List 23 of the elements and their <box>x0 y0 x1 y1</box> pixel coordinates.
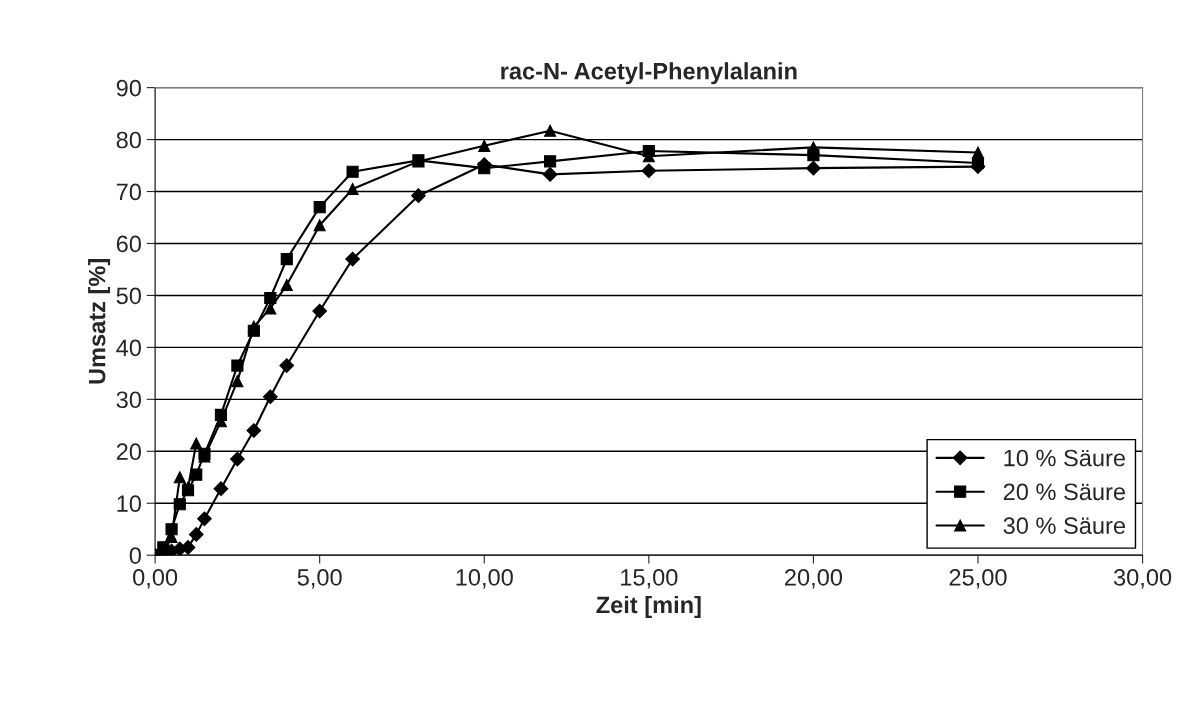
x-axis-title: Zeit [min] <box>596 595 701 618</box>
legend-label: 10 % Säure <box>1004 449 1125 467</box>
y-tick-label: 10 <box>117 495 141 513</box>
y-tick-label: 70 <box>116 183 141 201</box>
y-tick-label: 40 <box>116 339 141 357</box>
x-tick-label: 10,00 <box>456 569 513 589</box>
x-tick-label: 25,00 <box>949 569 1007 589</box>
y-tick-label: 60 <box>116 235 141 253</box>
y-tick-label: 20 <box>116 443 141 461</box>
x-tick-label: 5,00 <box>297 569 342 589</box>
x-tick-label: 30,00 <box>1113 569 1172 589</box>
chart-title: rac-N- Acetyl-Phenylalanin <box>501 62 797 85</box>
y-tick-label: 90 <box>116 79 141 97</box>
y-tick-label: 80 <box>116 131 141 149</box>
legend-label: 20 % Säure <box>1003 483 1125 501</box>
y-tick-label: 0 <box>129 547 141 564</box>
x-tick-label: 15,00 <box>621 569 678 589</box>
legend-label: 30 % Säure <box>1003 517 1125 534</box>
y-tick-label: 50 <box>116 287 141 305</box>
y-axis-title: Umsatz [%] <box>88 259 111 384</box>
x-tick-label: 0,00 <box>133 569 178 589</box>
x-tick-label: 20,00 <box>785 569 843 589</box>
y-tick-label: 30 <box>116 391 141 409</box>
